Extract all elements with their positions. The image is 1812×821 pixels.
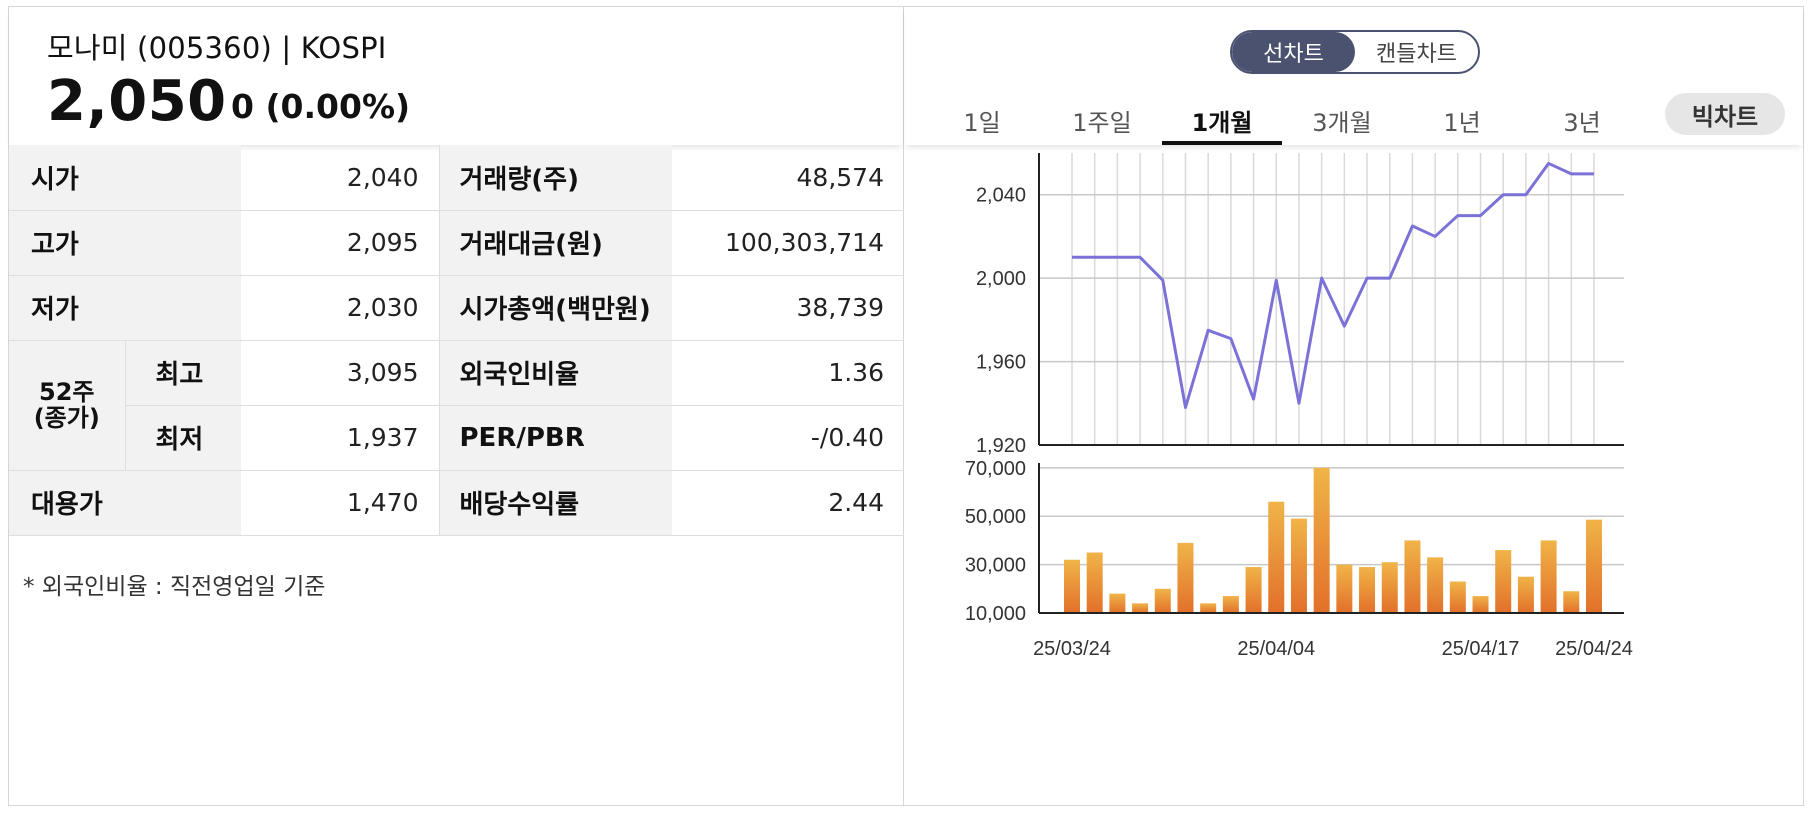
stock-info-panel: 모나미 (005360) | KOSPI 2,050 0 (0.00%) 시가 …	[9, 7, 904, 805]
open-value: 2,040	[241, 145, 440, 211]
market-cap-label: 시가총액(백만원)	[439, 275, 672, 341]
date-xtick-label: 25/04/04	[1237, 638, 1315, 660]
big-chart-button[interactable]: 빅차트	[1665, 93, 1785, 135]
volume-bar	[1290, 518, 1307, 613]
low-value: 2,030	[241, 275, 440, 341]
volume-bar	[1472, 596, 1489, 613]
market-cap-value: 38,739	[672, 275, 904, 341]
price-ytick-label: 2,000	[976, 268, 1026, 290]
open-label: 시가	[9, 145, 241, 211]
volume-bar	[1313, 467, 1330, 613]
week52-low-label: 최저	[125, 405, 241, 471]
week52-label-line1: 52주	[39, 378, 95, 406]
date-xtick-label: 25/04/24	[1555, 638, 1633, 660]
line-chart-toggle[interactable]: 선차트	[1232, 32, 1355, 72]
low-label: 저가	[9, 275, 241, 341]
table-row: 최저 1,937 PER/PBR -/0.40	[9, 405, 904, 471]
volume-ytick-label: 50,000	[965, 506, 1026, 528]
table-row: 시가 2,040 거래량(주) 48,574	[9, 145, 904, 211]
volume-bar	[1336, 564, 1353, 613]
trade-amount-value: 100,303,714	[672, 210, 904, 276]
substitute-price-value: 1,470	[241, 470, 440, 536]
week52-label-line2: (종가)	[33, 404, 100, 432]
table-row: 52주 (종가) 최고 3,095 외국인비율 1.36	[9, 340, 904, 471]
dividend-yield-label: 배당수익률	[439, 470, 672, 536]
footnote: * 외국인비율 : 직전영업일 기준	[23, 574, 326, 600]
volume-bar	[1381, 562, 1398, 613]
price-ytick-label: 1,960	[976, 352, 1026, 374]
trade-amount-label: 거래대금(원)	[439, 210, 672, 276]
volume-bar	[1404, 540, 1421, 613]
chart-controls: 선차트 캔들차트 1일 1주일 1개월 3개월 1년 3년 빅차트	[904, 7, 1803, 145]
high-label: 고가	[9, 210, 241, 276]
volume-bar	[1200, 603, 1217, 613]
volume-bar	[1517, 576, 1534, 613]
price-change: 0 (0.00%)	[231, 87, 411, 126]
tab-1month[interactable]: 1개월	[1162, 91, 1282, 145]
volume-bar	[1109, 593, 1126, 613]
foreign-ratio-label: 외국인비율	[439, 340, 672, 406]
date-xtick-label: 25/03/24	[1033, 638, 1111, 660]
price-ytick-label: 1,920	[976, 435, 1026, 457]
chart-type-toggle: 선차트 캔들차트	[1230, 30, 1480, 74]
volume-bar	[1563, 591, 1580, 613]
volume-bar	[1268, 501, 1285, 613]
period-tabs: 1일 1주일 1개월 3개월 1년 3년	[922, 91, 1642, 145]
tab-1week[interactable]: 1주일	[1072, 109, 1132, 137]
table-row: 대용가 1,470 배당수익률 2.44	[9, 470, 904, 536]
candle-chart-toggle[interactable]: 캔들차트	[1376, 42, 1457, 67]
price-chart: 2,040 2,000 1,960 1,920	[976, 153, 1624, 457]
volume-ytick-label: 30,000	[965, 555, 1026, 577]
week52-low-value: 1,937	[241, 405, 440, 471]
table-row: 저가 2,030 시가총액(백만원) 38,739	[9, 275, 904, 341]
foreign-ratio-value: 1.36	[672, 340, 904, 406]
volume-bar	[1177, 542, 1194, 613]
substitute-price-label: 대용가	[9, 470, 241, 536]
volume-label: 거래량(주)	[439, 145, 672, 211]
volume-bar	[1245, 567, 1262, 613]
volume-bar	[1495, 550, 1512, 613]
volume-bar	[1427, 557, 1444, 613]
tab-1year[interactable]: 1년	[1443, 109, 1481, 137]
volume-bar	[1086, 552, 1103, 613]
dividend-yield-value: 2.44	[672, 470, 904, 536]
volume-bar	[1449, 581, 1466, 613]
price-series-line	[1072, 161, 1594, 409]
week52-label: 52주 (종가)	[9, 340, 126, 471]
stock-header: 모나미 (005360) | KOSPI 2,050 0 (0.00%)	[9, 7, 903, 145]
table-row: 고가 2,095 거래대금(원) 100,303,714	[9, 210, 904, 276]
per-pbr-value: -/0.40	[672, 405, 904, 471]
volume-bar	[1132, 603, 1149, 613]
tab-3year[interactable]: 3년	[1563, 109, 1601, 137]
chart-panel: 선차트 캔들차트 1일 1주일 1개월 3개월 1년 3년 빅차트 2,040 2…	[904, 7, 1803, 805]
week52-high-label: 최고	[125, 340, 241, 406]
current-price: 2,050	[47, 69, 227, 134]
stock-widget: 모나미 (005360) | KOSPI 2,050 0 (0.00%) 시가 …	[8, 6, 1804, 806]
volume-bar	[1586, 519, 1602, 613]
volume-bar	[1222, 596, 1239, 613]
volume-ytick-label: 70,000	[965, 458, 1026, 480]
tab-3month[interactable]: 3개월	[1312, 109, 1372, 137]
week52-high-value: 3,095	[241, 340, 440, 406]
date-xtick-label: 25/04/17	[1442, 638, 1520, 660]
high-value: 2,095	[241, 210, 440, 276]
price-volume-chart: 2,040 2,000 1,960 1,920 70,000 50,000 30,000 1…	[965, 153, 1633, 660]
per-pbr-label: PER/PBR	[439, 405, 672, 471]
volume-bar	[1064, 559, 1080, 613]
volume-ytick-label: 10,000	[965, 603, 1026, 625]
volume-value: 48,574	[672, 145, 904, 211]
volume-bar	[1359, 567, 1376, 613]
tab-1day[interactable]: 1일	[963, 109, 1001, 137]
stock-info-table: 시가 2,040 거래량(주) 48,574 고가 2,095 거래대금(원) …	[9, 145, 904, 536]
volume-bar	[1540, 540, 1557, 613]
price-ytick-label: 2,040	[976, 185, 1026, 207]
stock-title: 모나미 (005360) | KOSPI	[47, 31, 387, 65]
volume-chart: 70,000 50,000 30,000 10,000 25/03/24 25/04/04…	[965, 458, 1633, 660]
volume-bar	[1154, 588, 1171, 613]
